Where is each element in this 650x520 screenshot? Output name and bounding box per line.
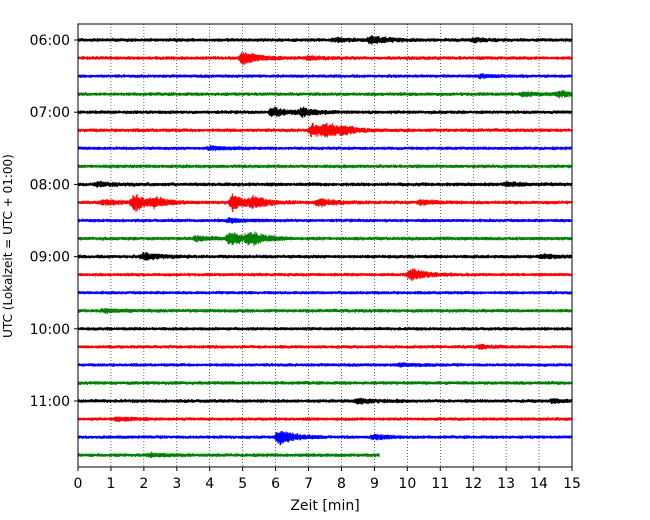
seismic-traces [77,35,573,459]
y-tick-label: 08:00 [30,177,70,193]
trace-0915 [77,268,573,282]
trace-0645 [77,89,573,99]
x-tick-label: 14 [530,476,548,492]
trace-1130 [77,430,573,446]
x-tick-label: 6 [271,476,280,492]
y-axis: 06:00 07:00 08:00 09:00 10:00 11:00 [30,33,78,410]
x-tick-label: 7 [304,476,313,492]
trace-0945 [77,307,573,315]
x-tick-label: 15 [563,476,581,492]
trace-0745 [77,164,573,169]
trace-1015 [77,343,573,350]
y-tick-label: 06:00 [30,33,70,49]
trace-1045 [77,380,573,386]
trace-1100 [77,397,573,405]
trace-0615 [77,51,573,65]
x-tick-label: 10 [398,476,416,492]
x-tick-label: 4 [205,476,214,492]
trace-1145 [77,451,380,459]
y-axis-label: UTC (Lokalzeit = UTC + 01:00) [1,154,15,338]
x-tick-label: 0 [74,476,83,492]
x-tick-label: 13 [497,476,515,492]
x-tick-label: 12 [464,476,482,492]
x-tick-label: 3 [172,476,181,492]
y-tick-label: 09:00 [30,250,70,266]
trace-0830 [77,217,573,225]
x-tick-label: 2 [139,476,148,492]
trace-0730 [77,144,573,152]
trace-0715 [77,122,573,138]
x-grid [110,24,540,467]
x-tick-label: 9 [370,476,379,492]
trace-1000 [77,326,573,331]
trace-0930 [77,290,573,295]
x-axis-label: Zeit [min] [290,498,359,514]
trace-0630 [77,73,573,80]
trace-0815 [77,193,573,213]
y-tick-label: 07:00 [30,105,70,121]
trace-0700 [77,106,573,119]
x-tick-label: 8 [337,476,346,492]
trace-0600 [77,35,573,45]
y-tick-label: 11:00 [30,394,70,410]
x-tick-label: 1 [106,476,115,492]
y-tick-label: 10:00 [30,322,70,338]
trace-1030 [77,362,573,368]
x-tick-label: 11 [431,476,449,492]
trace-1115 [77,416,573,423]
trace-0900 [77,251,573,261]
trace-0800 [77,180,573,188]
plot-frame [77,23,573,468]
x-tick-label: 5 [238,476,247,492]
x-axis: 0 1 2 3 4 5 6 7 8 9 10 11 12 13 14 15 [74,467,581,492]
trace-0845 [77,231,573,246]
